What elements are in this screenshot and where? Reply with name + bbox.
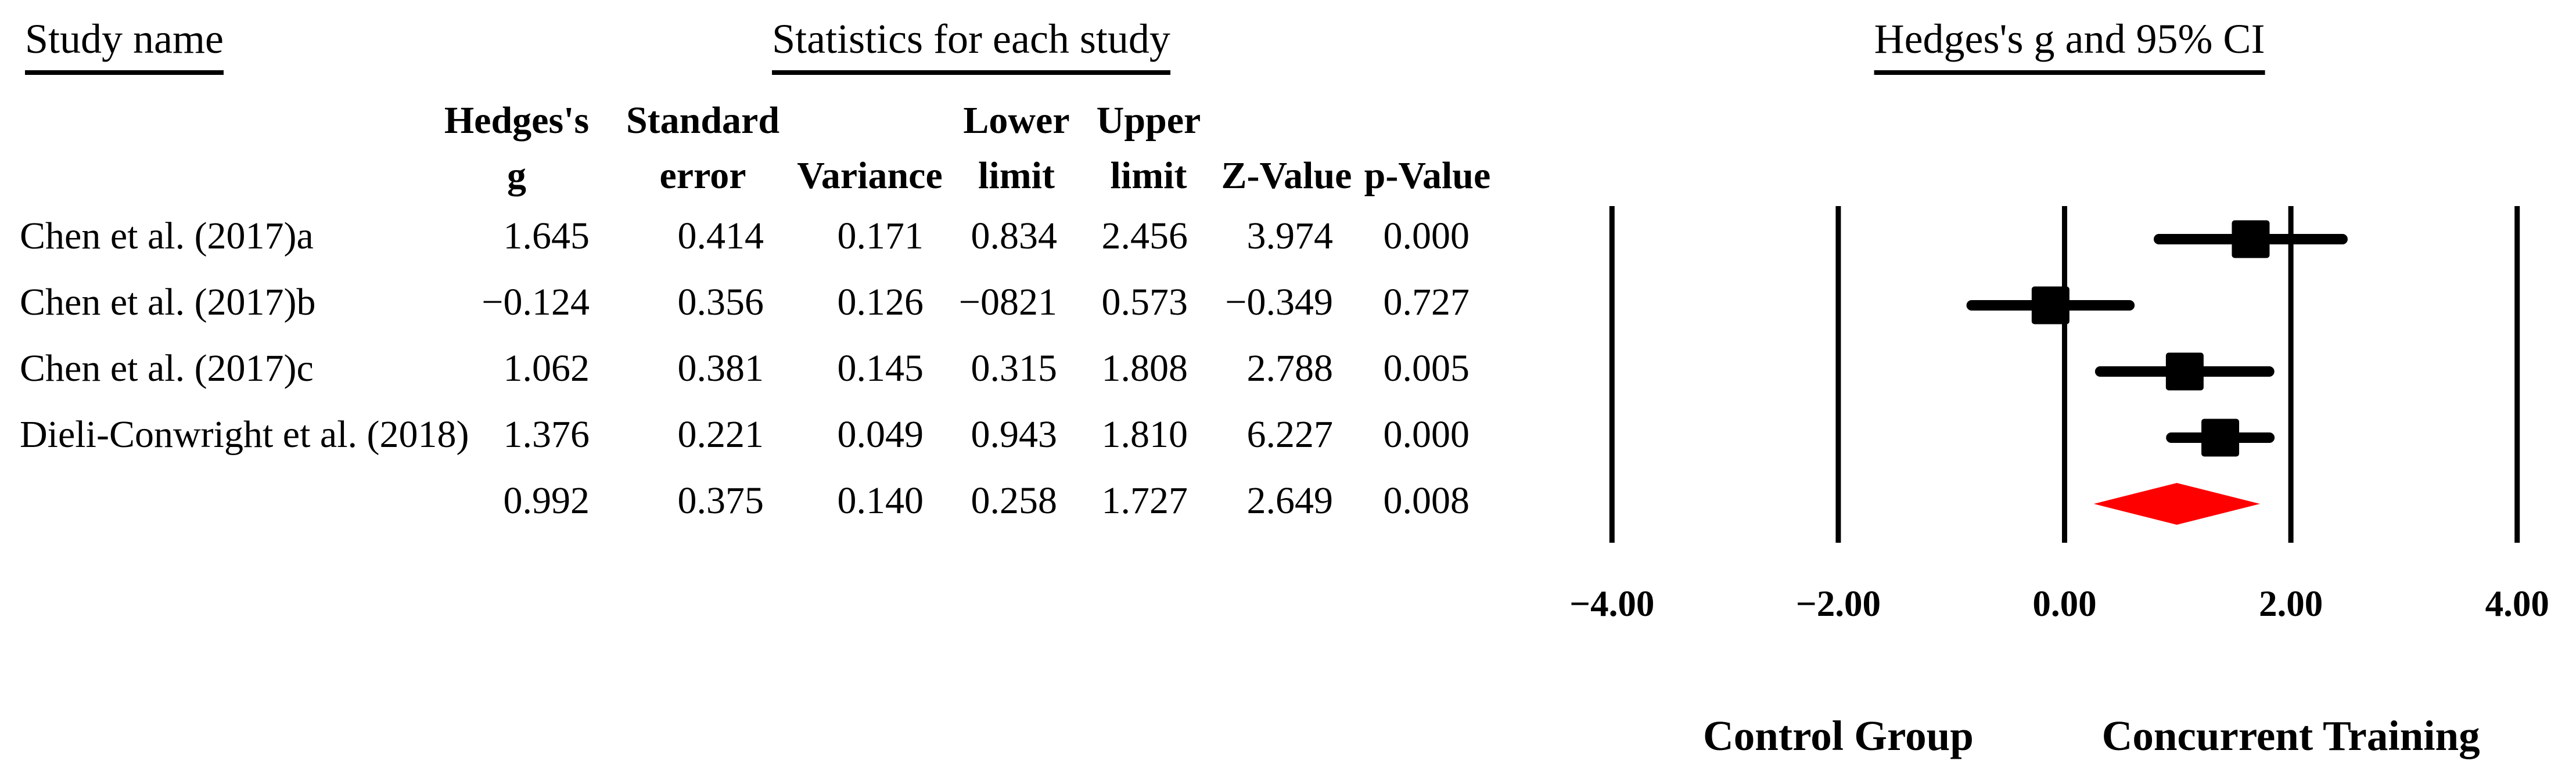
cell-p-value: 0.005 [1383, 347, 1470, 390]
table-header-standard-error-l1: Standard [626, 99, 780, 142]
cell-hedges-g: 1.645 [503, 215, 590, 257]
summary-diamond [2093, 483, 2260, 525]
cell-upper-limit: 1.808 [1101, 347, 1188, 390]
axis-tick-label: −2.00 [1795, 583, 1881, 624]
cell-z-value: 3.974 [1246, 215, 1334, 257]
cell-standard-error: 0.381 [677, 347, 764, 390]
cell-z-value: 6.227 [1246, 413, 1334, 456]
table-header-standard-error-l2: error [659, 154, 746, 197]
cell-variance: 0.140 [837, 479, 924, 522]
cell-upper-limit: 1.727 [1101, 479, 1188, 522]
table-header-hedges-g-l2: g [507, 154, 526, 197]
cell-hedges-g: 1.062 [503, 347, 590, 390]
cell-variance: 0.145 [837, 347, 924, 390]
axis-tick-label: 4.00 [2485, 583, 2549, 624]
cell-upper-limit: 0.573 [1101, 281, 1188, 323]
table-header-variance-l2: Variance [797, 154, 943, 197]
axis-tick-label: 0.00 [2032, 583, 2097, 624]
effect-size-square [2201, 419, 2240, 457]
cell-variance: 0.049 [837, 413, 924, 456]
table-header-lower-limit-l1: Lower [963, 99, 1070, 142]
cell-lower-limit: 0.315 [971, 347, 1058, 390]
study-label: Chen et al. (2017)c [20, 347, 314, 390]
effect-size-square [2031, 286, 2070, 324]
cell-standard-error: 0.375 [677, 479, 764, 522]
table-header-hedges-g-l1: Hedges's [444, 99, 590, 142]
cell-lower-limit: −0821 [958, 281, 1057, 323]
cell-upper-limit: 2.456 [1101, 215, 1188, 257]
cell-standard-error: 0.221 [677, 413, 764, 456]
cell-standard-error: 0.414 [677, 215, 764, 257]
axis-tick-label: 2.00 [2258, 583, 2323, 624]
cell-p-value: 0.000 [1383, 215, 1470, 257]
cell-standard-error: 0.356 [677, 281, 764, 323]
cell-z-value: 2.649 [1246, 479, 1334, 522]
cell-variance: 0.126 [837, 281, 924, 323]
statistics-table: Hedges's Standard Lower Upper g error Va… [20, 93, 1490, 534]
study-name-column-title: Study name [25, 16, 224, 75]
table-header-upper-limit-l2: limit [1110, 154, 1187, 197]
statistics-section-title: Statistics for each study [772, 16, 1170, 75]
study-label: Chen et al. (2017)a [20, 215, 314, 257]
cell-z-value: −0.349 [1225, 281, 1333, 323]
cell-lower-limit: 0.943 [971, 413, 1058, 456]
table-header-p-value-l2: p-Value [1364, 154, 1491, 197]
cell-lower-limit: 0.258 [971, 479, 1058, 522]
cell-p-value: 0.000 [1383, 413, 1470, 456]
table-header-z-value-l2: Z-Value [1221, 154, 1352, 197]
table-header-upper-limit-l1: Upper [1096, 99, 1201, 142]
table-header-lower-limit-l2: limit [978, 154, 1055, 197]
cell-hedges-g: 1.376 [503, 413, 590, 456]
cell-p-value: 0.008 [1383, 479, 1470, 522]
cell-z-value: 2.788 [1246, 347, 1334, 390]
cell-hedges-g: 0.992 [503, 479, 590, 522]
effect-size-square [2232, 220, 2270, 258]
cell-hedges-g: −0.124 [482, 281, 590, 323]
cell-upper-limit: 1.810 [1101, 413, 1188, 456]
axis-tick-label: −4.00 [1569, 583, 1655, 624]
plot-section-title: Hedges's g and 95% CI [1874, 16, 2265, 75]
study-label: Chen et al. (2017)b [20, 281, 316, 323]
axis-label-concurrent-training: Concurrent Training [2101, 712, 2480, 759]
effect-size-square [2165, 352, 2204, 391]
cell-lower-limit: 0.834 [971, 215, 1058, 257]
cell-p-value: 0.727 [1383, 281, 1470, 323]
cell-variance: 0.171 [837, 215, 924, 257]
axis-label-control-group: Control Group [1702, 712, 1974, 759]
